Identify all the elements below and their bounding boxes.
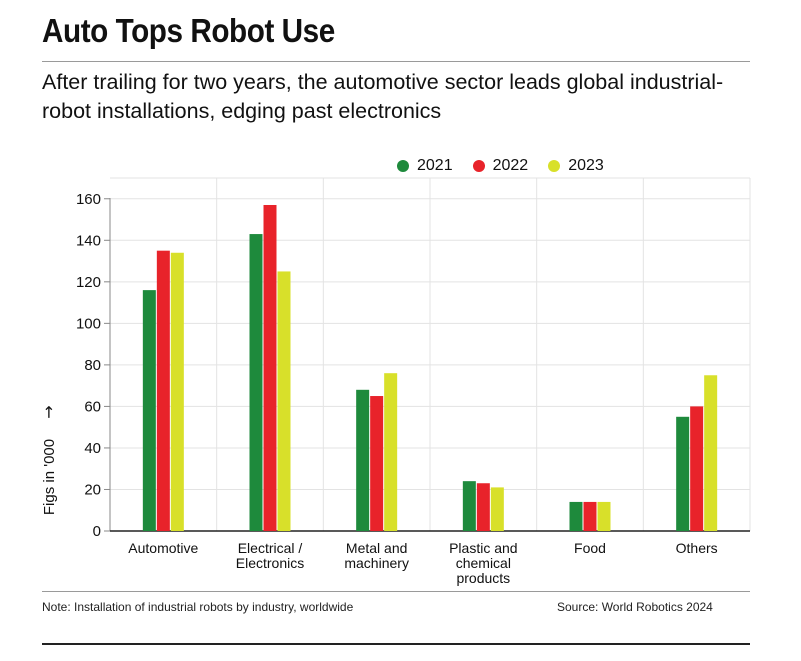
x-tick-label-3: Metal and machinery [344, 540, 409, 571]
y-axis-arrow-icon: → [39, 405, 58, 418]
y-tick-label-60: 60 [84, 398, 101, 415]
bar-automotive-2022 [156, 250, 170, 532]
y-tick-label-20: 20 [84, 481, 101, 498]
bottom-rule [42, 643, 750, 645]
legend-item-2022: 2022 [472, 157, 529, 175]
y-tick-label-80: 80 [84, 357, 101, 374]
legend-item-2021: 2021 [397, 157, 453, 175]
legend-swatch-2022 [472, 160, 485, 172]
legend-label-2022: 2022 [492, 157, 529, 174]
x-tick-label-5: Food [574, 540, 606, 556]
footnote: Note: Installation of industrial robots … [42, 600, 354, 614]
bar-automotive-2023 [170, 252, 184, 532]
chart-subtitle: After trailing for two years, the automo… [42, 70, 724, 123]
bar-others-2023 [704, 375, 718, 531]
bar-food-2021 [569, 501, 583, 531]
bar-food-2023 [597, 501, 611, 531]
legend-item-2023: 2023 [548, 157, 604, 175]
x-tick-label-4: Plastic and chemical products [449, 540, 517, 586]
bar-electrical-electronics-2022 [263, 204, 277, 531]
bar-food-2022 [583, 501, 597, 531]
bar-automotive-2021 [142, 290, 156, 531]
bar-metal-and-machinery-2022 [370, 396, 384, 531]
chart-title: Auto Tops Robot Use [42, 12, 335, 49]
bar-others-2022 [690, 406, 704, 531]
y-axis-label: Figs in '000 [41, 439, 58, 515]
bar-metal-and-machinery-2021 [356, 389, 370, 531]
bar-electrical-electronics-2021 [249, 234, 263, 532]
bar-electrical-electronics-2023 [277, 271, 291, 531]
footer-divider [42, 591, 750, 592]
legend-label-2023: 2023 [568, 157, 604, 174]
legend-swatch-2021 [397, 160, 409, 172]
y-tick-label-120: 120 [76, 274, 101, 291]
title-divider [42, 61, 750, 62]
x-tick-label-1: Automotive [128, 540, 198, 556]
bar-plastic-and-chemical-products-2023 [490, 487, 504, 531]
legend-swatch-2023 [548, 160, 561, 172]
y-tick-label-40: 40 [84, 440, 101, 457]
y-tick-label-0: 0 [93, 523, 101, 540]
y-tick-label-140: 140 [76, 232, 101, 249]
x-tick-label-2: Electrical / Electronics [236, 540, 304, 571]
bar-chart: 0 20 40 60 80 100 120 140 160 Automotive Electrica… [39, 177, 751, 586]
bar-plastic-and-chemical-products-2022 [476, 483, 490, 531]
bar-plastic-and-chemical-products-2021 [462, 481, 476, 531]
bar-others-2021 [676, 416, 690, 531]
source-credit: Source: World Robotics 2024 [557, 600, 713, 614]
legend-label-2021: 2021 [417, 157, 453, 174]
legend: 2021 2022 2023 [397, 157, 604, 175]
x-tick-label-6: Others [676, 540, 718, 556]
y-tick-label-100: 100 [76, 315, 101, 332]
bar-metal-and-machinery-2023 [384, 373, 398, 531]
y-tick-label-160: 160 [76, 191, 101, 208]
